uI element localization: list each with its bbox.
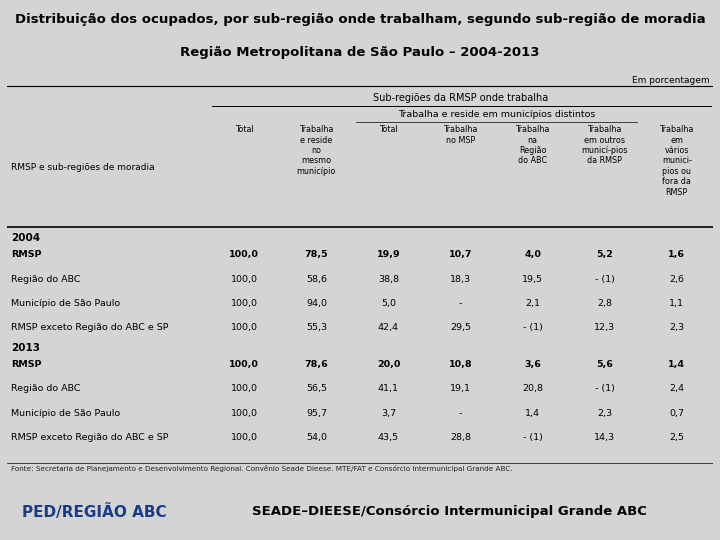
Text: 14,3: 14,3 [594, 433, 616, 442]
Text: Trabalha
no MSP: Trabalha no MSP [444, 125, 478, 145]
Text: Município de São Paulo: Município de São Paulo [11, 409, 120, 418]
Text: - (1): - (1) [595, 384, 615, 394]
Text: Município de São Paulo: Município de São Paulo [11, 299, 120, 308]
Text: 2,3: 2,3 [669, 323, 684, 332]
Text: - (1): - (1) [523, 323, 543, 332]
Text: Trabalha
em
vários
munici-
pios ou
fora da
RMSP: Trabalha em vários munici- pios ou fora … [660, 125, 694, 197]
Text: 20,0: 20,0 [377, 360, 400, 369]
Text: 20,8: 20,8 [522, 384, 543, 394]
Text: Trabalha
e reside
no
mesmo
município: Trabalha e reside no mesmo município [297, 125, 336, 176]
Text: 54,0: 54,0 [306, 433, 327, 442]
Text: 10,8: 10,8 [449, 360, 472, 369]
Text: 2,5: 2,5 [670, 433, 684, 442]
Text: 100,0: 100,0 [230, 251, 259, 259]
Text: 12,3: 12,3 [594, 323, 616, 332]
Text: Região Metropolitana de São Paulo – 2004-2013: Região Metropolitana de São Paulo – 2004… [180, 46, 540, 59]
Text: 3,7: 3,7 [381, 409, 396, 418]
Text: 41,1: 41,1 [378, 384, 399, 394]
Text: 95,7: 95,7 [306, 409, 327, 418]
Text: -: - [459, 409, 462, 418]
Text: - (1): - (1) [595, 275, 615, 284]
Text: 42,4: 42,4 [378, 323, 399, 332]
Text: RMSP: RMSP [11, 251, 41, 259]
Text: -: - [459, 299, 462, 308]
Text: 1,6: 1,6 [668, 251, 685, 259]
Text: 1,4: 1,4 [525, 409, 540, 418]
Text: Total: Total [379, 125, 398, 134]
Text: Total: Total [235, 125, 253, 134]
Text: 38,8: 38,8 [378, 275, 399, 284]
Text: 2,1: 2,1 [525, 299, 540, 308]
Text: 100,0: 100,0 [231, 384, 258, 394]
Text: 100,0: 100,0 [230, 360, 259, 369]
Text: Trabalha e reside em municípios distintos: Trabalha e reside em municípios distinto… [398, 110, 595, 119]
Text: RMSP e sub-regiões de moradia: RMSP e sub-regiões de moradia [11, 163, 154, 172]
Text: Região do ABC: Região do ABC [11, 384, 80, 394]
Text: 28,8: 28,8 [450, 433, 471, 442]
Text: 100,0: 100,0 [231, 409, 258, 418]
Text: 19,1: 19,1 [450, 384, 471, 394]
Text: 100,0: 100,0 [231, 433, 258, 442]
Text: Em porcentagem: Em porcentagem [631, 76, 709, 85]
Text: Trabalha
na
Região
do ABC: Trabalha na Região do ABC [516, 125, 550, 165]
Text: 1,1: 1,1 [670, 299, 684, 308]
Text: RMSP: RMSP [11, 360, 41, 369]
Text: 2013: 2013 [11, 342, 40, 353]
Text: 56,5: 56,5 [306, 384, 327, 394]
Text: 100,0: 100,0 [231, 275, 258, 284]
Text: 10,7: 10,7 [449, 251, 472, 259]
Text: Fonte: Secretaria de Planejamento e Desenvolvimento Regional. Convênio Seade Die: Fonte: Secretaria de Planejamento e Dese… [11, 465, 513, 472]
Text: 18,3: 18,3 [450, 275, 471, 284]
Text: 5,0: 5,0 [381, 299, 396, 308]
Text: 2,3: 2,3 [597, 409, 612, 418]
Text: 0,7: 0,7 [670, 409, 684, 418]
Text: 2,6: 2,6 [670, 275, 684, 284]
Text: 58,6: 58,6 [306, 275, 327, 284]
Text: Trabalha
em outros
municí-pios
da RMSP: Trabalha em outros municí-pios da RMSP [582, 125, 628, 165]
Text: SEADE–DIEESE/Consórcio Intermunicipal Grande ABC: SEADE–DIEESE/Consórcio Intermunicipal Gr… [252, 505, 647, 518]
Text: Região do ABC: Região do ABC [11, 275, 80, 284]
Text: 94,0: 94,0 [306, 299, 327, 308]
Text: 29,5: 29,5 [450, 323, 471, 332]
Text: Distribuição dos ocupados, por sub-região onde trabalham, segundo sub-região de : Distribuição dos ocupados, por sub-regiã… [14, 14, 706, 26]
Text: 78,5: 78,5 [305, 251, 328, 259]
Text: 78,6: 78,6 [305, 360, 328, 369]
Text: 43,5: 43,5 [378, 433, 399, 442]
Text: 19,9: 19,9 [377, 251, 400, 259]
Text: 19,5: 19,5 [522, 275, 543, 284]
Text: 2,8: 2,8 [597, 299, 612, 308]
Text: 100,0: 100,0 [231, 323, 258, 332]
Text: 3,6: 3,6 [524, 360, 541, 369]
Text: 55,3: 55,3 [306, 323, 327, 332]
Text: RMSP exceto Região do ABC e SP: RMSP exceto Região do ABC e SP [11, 323, 168, 332]
Text: RMSP exceto Região do ABC e SP: RMSP exceto Região do ABC e SP [11, 433, 168, 442]
Text: PED/REGIÃO ABC: PED/REGIÃO ABC [22, 504, 166, 520]
Text: Sub-regiões da RMSP onde trabalha: Sub-regiões da RMSP onde trabalha [373, 93, 548, 103]
Text: 5,6: 5,6 [596, 360, 613, 369]
Text: 1,4: 1,4 [668, 360, 685, 369]
Text: 4,0: 4,0 [524, 251, 541, 259]
Text: 100,0: 100,0 [231, 299, 258, 308]
Text: - (1): - (1) [523, 433, 543, 442]
Text: 2,4: 2,4 [670, 384, 684, 394]
Text: 2004: 2004 [11, 233, 40, 243]
Text: 5,2: 5,2 [596, 251, 613, 259]
